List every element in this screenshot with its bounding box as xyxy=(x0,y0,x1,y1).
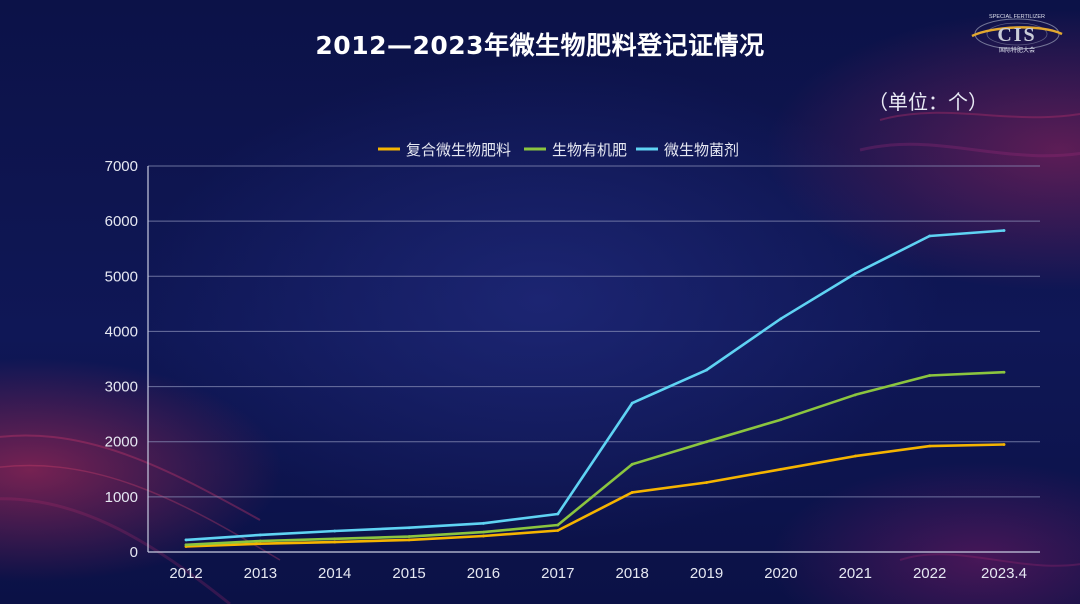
series-line xyxy=(184,370,1006,547)
x-axis-ticks: 2012 2013 2014 2015 2016 2017 2018 2019 2020 2021… xyxy=(169,565,1027,582)
data-point xyxy=(779,418,783,422)
logo-top-text: SPECIAL FERTILIZER xyxy=(989,14,1045,20)
x-tick-label: 2012 xyxy=(169,565,202,582)
data-point xyxy=(556,529,560,532)
y-tick-label: 1000 xyxy=(105,489,138,506)
series-line xyxy=(184,443,1006,548)
y-tick-label: 4000 xyxy=(105,323,138,340)
data-point xyxy=(333,540,337,544)
data-point xyxy=(705,440,708,444)
x-tick-label: 2023.4 xyxy=(981,565,1027,582)
data-point xyxy=(184,543,188,547)
legend-label: 生物有机肥 xyxy=(552,141,627,159)
data-point xyxy=(928,374,932,377)
x-tick-label: 2015 xyxy=(392,565,425,582)
series-lines xyxy=(184,229,1006,548)
data-point xyxy=(853,393,857,397)
y-tick-label: 2000 xyxy=(105,434,138,451)
data-point xyxy=(407,535,411,538)
legend-label: 微生物菌剂 xyxy=(664,141,739,159)
data-point xyxy=(258,533,262,537)
x-tick-label: 2022 xyxy=(913,565,946,582)
y-tick-label: 7000 xyxy=(105,158,138,175)
data-point xyxy=(556,523,560,527)
data-point xyxy=(928,444,932,448)
data-point xyxy=(333,529,337,533)
data-point xyxy=(1002,370,1006,374)
data-point xyxy=(258,542,262,546)
x-tick-label: 2014 xyxy=(318,565,351,582)
data-point xyxy=(258,539,262,543)
x-tick-label: 2013 xyxy=(244,565,277,582)
data-point xyxy=(1002,443,1006,446)
data-point xyxy=(1002,229,1006,232)
cis-logo: SPECIAL FERTILIZER CIS 国际特肥大会 xyxy=(971,14,1063,54)
data-point xyxy=(705,481,708,484)
x-tick-label: 2017 xyxy=(541,565,574,582)
x-tick-label: 2016 xyxy=(467,565,500,582)
y-axis-ticks: 0 1000 2000 3000 4000 5000 6000 7000 xyxy=(105,158,138,561)
data-point xyxy=(779,317,783,321)
axes xyxy=(147,166,1040,553)
data-point xyxy=(630,491,634,494)
data-point xyxy=(407,526,411,530)
series-line xyxy=(184,229,1006,542)
y-tick-label: 6000 xyxy=(105,213,138,230)
data-point xyxy=(482,534,485,538)
data-point xyxy=(407,538,411,542)
data-point xyxy=(630,462,634,466)
logo-main-text: CIS xyxy=(997,24,1036,46)
data-point xyxy=(482,521,485,525)
unit-label: （单位：个） xyxy=(868,90,988,114)
x-tick-label: 2020 xyxy=(764,565,797,582)
data-point xyxy=(333,537,337,541)
y-tick-label: 0 xyxy=(130,544,138,561)
grid-lines xyxy=(148,165,1040,498)
data-point xyxy=(184,538,188,542)
data-point xyxy=(853,272,857,275)
x-tick-label: 2019 xyxy=(690,565,723,582)
data-point xyxy=(630,401,634,405)
data-point xyxy=(853,454,857,458)
data-point xyxy=(556,512,560,516)
y-tick-label: 5000 xyxy=(105,268,138,285)
legend: 复合微生物肥料 生物有机肥 微生物菌剂 xyxy=(378,141,739,159)
data-point xyxy=(705,368,708,372)
y-tick-label: 3000 xyxy=(105,379,138,396)
data-point xyxy=(779,467,783,471)
logo-sub-text: 国际特肥大会 xyxy=(999,46,1035,54)
data-point xyxy=(928,234,932,238)
x-tick-label: 2018 xyxy=(615,565,648,582)
data-point xyxy=(482,530,485,534)
x-tick-label: 2021 xyxy=(839,565,872,582)
chart-title: 2012—2023年微生物肥料登记证情况 xyxy=(315,31,765,60)
legend-label: 复合微生物肥料 xyxy=(406,141,511,159)
